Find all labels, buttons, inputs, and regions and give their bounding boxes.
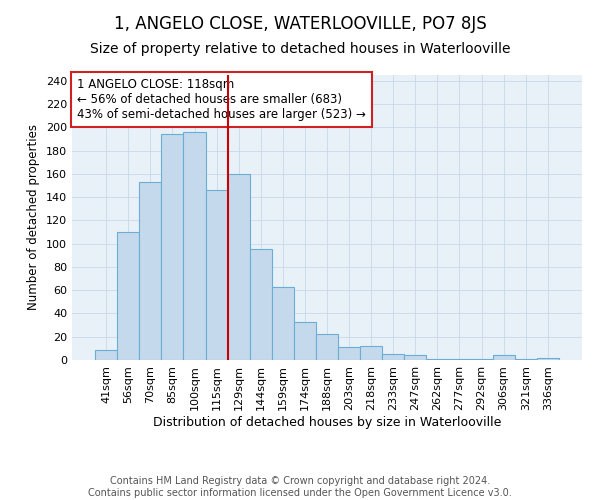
Bar <box>161 134 184 360</box>
X-axis label: Distribution of detached houses by size in Waterlooville: Distribution of detached houses by size … <box>153 416 501 428</box>
Bar <box>360 346 382 360</box>
Bar <box>272 286 294 360</box>
Bar <box>227 174 250 360</box>
Bar <box>537 358 559 360</box>
Text: 1 ANGELO CLOSE: 118sqm
← 56% of detached houses are smaller (683)
43% of semi-de: 1 ANGELO CLOSE: 118sqm ← 56% of detached… <box>77 78 366 121</box>
Bar <box>139 182 161 360</box>
Text: Size of property relative to detached houses in Waterlooville: Size of property relative to detached ho… <box>90 42 510 56</box>
Bar <box>184 132 206 360</box>
Bar <box>117 232 139 360</box>
Text: 1, ANGELO CLOSE, WATERLOOVILLE, PO7 8JS: 1, ANGELO CLOSE, WATERLOOVILLE, PO7 8JS <box>113 15 487 33</box>
Bar <box>206 190 227 360</box>
Bar <box>250 250 272 360</box>
Bar <box>316 334 338 360</box>
Bar <box>448 359 470 360</box>
Bar <box>294 322 316 360</box>
Bar <box>493 356 515 360</box>
Bar <box>404 356 427 360</box>
Bar <box>470 359 493 360</box>
Bar <box>515 359 537 360</box>
Y-axis label: Number of detached properties: Number of detached properties <box>28 124 40 310</box>
Text: Contains HM Land Registry data © Crown copyright and database right 2024.
Contai: Contains HM Land Registry data © Crown c… <box>88 476 512 498</box>
Bar <box>338 347 360 360</box>
Bar <box>427 359 448 360</box>
Bar <box>95 350 117 360</box>
Bar <box>382 354 404 360</box>
